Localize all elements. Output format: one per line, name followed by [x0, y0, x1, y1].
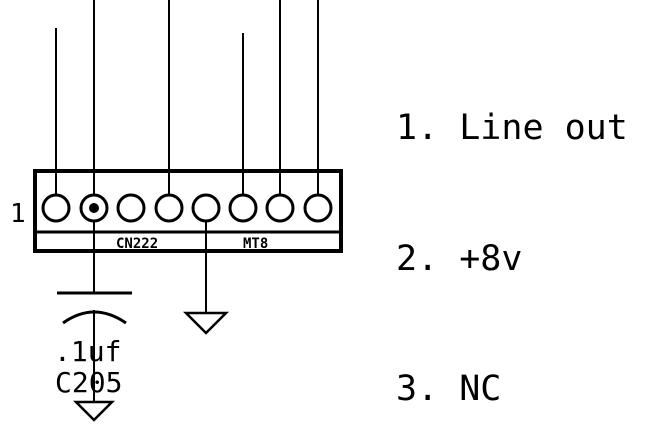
capacitor-ground-symbol-icon [72, 400, 116, 422]
pin-function-list: 1. Line out 2. +8v 3. NC 4. Line in 5. G… [396, 20, 628, 429]
pin-wires [55, 0, 319, 195]
connector-ref-label: CN222 [116, 236, 158, 252]
pin-list-item: 2. +8v [396, 238, 628, 282]
pin-name: NC [459, 369, 502, 409]
connector-pins [41, 193, 333, 223]
pin-number: 3. [396, 369, 439, 409]
connector-pin-8 [303, 193, 333, 223]
pin-name: Line out [459, 108, 628, 148]
connector-type-label: MT8 [243, 236, 268, 252]
pin-list-item: 1. Line out [396, 107, 628, 151]
connector-pin-3 [116, 193, 146, 223]
pin-name: +8v [459, 238, 523, 279]
connector-pin-4 [154, 193, 184, 223]
capacitor-ref: C205 [55, 366, 122, 399]
connector-pin-6 [228, 193, 258, 223]
pin-number: 1. [396, 108, 439, 148]
connector-pin-7 [265, 193, 295, 223]
pin-number: 2. [396, 238, 439, 279]
pin1-marker: 1 [10, 199, 26, 229]
pin-list-item: 3. NC [396, 368, 628, 412]
connector-pin-5 [191, 193, 221, 223]
connector-body [33, 169, 343, 253]
ground-symbol-icon [182, 311, 230, 335]
connector-pin-2-dot [89, 203, 99, 213]
connector-pin-1 [41, 193, 71, 223]
capacitor-value: .1uf [54, 335, 121, 368]
